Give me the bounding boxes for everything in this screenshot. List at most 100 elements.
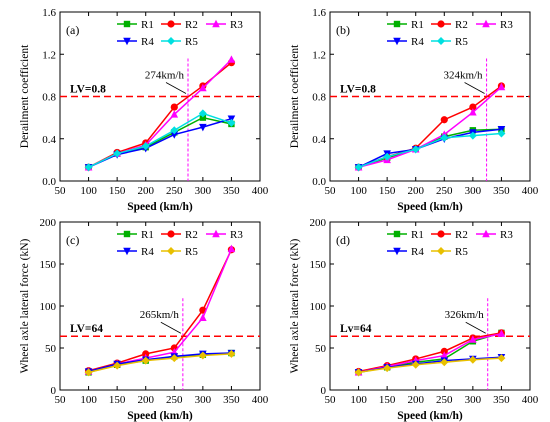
legend-label: R1	[141, 229, 154, 241]
y-tick-label: 1.6	[312, 7, 326, 19]
x-tick-label: 300	[195, 394, 212, 406]
data-point	[469, 108, 477, 116]
data-point	[170, 131, 179, 139]
data-point	[383, 152, 392, 161]
legend-marker	[393, 37, 401, 46]
x-tick-label: 400	[252, 185, 269, 197]
x-tick-label: 250	[166, 185, 183, 197]
x-tick-label: 100	[350, 394, 367, 406]
y-tick-label: 50	[315, 343, 327, 355]
y-tick-label: 0.0	[42, 176, 56, 188]
x-tick-label: 100	[80, 394, 97, 406]
series-line	[88, 112, 232, 168]
x-tick-label: 200	[407, 394, 424, 406]
data-point	[440, 133, 449, 142]
x-tick-label: 100	[350, 185, 367, 197]
critical-speed-arrow	[464, 82, 485, 94]
y-tick-label: 0.4	[42, 134, 56, 146]
series-line	[88, 353, 232, 374]
series-line	[358, 132, 502, 168]
y-tick-label: 1.6	[42, 7, 56, 19]
data-point	[199, 123, 207, 132]
series-line	[358, 332, 502, 373]
data-point	[227, 349, 236, 358]
legend-label: R1	[141, 19, 154, 31]
legend-marker	[437, 247, 445, 255]
x-tick-label: 250	[436, 185, 453, 197]
critical-speed-arrow	[160, 321, 182, 334]
data-point	[411, 360, 420, 369]
data-point	[469, 103, 477, 111]
data-point	[84, 368, 93, 377]
y-tick-label: 1.2	[42, 49, 56, 61]
data-point	[227, 55, 236, 63]
legend-label: R4	[411, 246, 424, 258]
legend-label: R1	[411, 229, 424, 241]
legend-label: R2	[185, 19, 198, 31]
y-tick-label: 0.8	[312, 92, 326, 104]
legend-marker	[437, 230, 445, 238]
y-tick-label: 50	[45, 343, 57, 355]
x-tick-label: 250	[436, 394, 453, 406]
y-tick-label: 150	[40, 259, 57, 271]
legend-marker	[437, 20, 445, 28]
legend-label: R3	[500, 19, 513, 31]
chart-panel: 50 100 150 200 250 300 350 400 0.0 0.4 0.8 1.2 1.6 Sp…	[289, 7, 539, 213]
chart-panel: 50 100 150 200 250 300 350 400050100150200Speed…	[19, 217, 269, 422]
limit-label: Lv=64	[340, 323, 372, 335]
legend-marker	[482, 19, 490, 28]
series-line	[358, 85, 502, 168]
legend-marker	[393, 247, 401, 256]
critical-speed-label: 326km/h	[445, 309, 485, 321]
x-tick-label: 300	[465, 394, 482, 406]
series-line	[358, 357, 502, 374]
data-point	[199, 313, 207, 321]
legend-label: R2	[455, 229, 468, 241]
data-point	[227, 118, 236, 127]
y-tick-label: 100	[40, 301, 57, 313]
data-point	[469, 335, 477, 343]
critical-speed-label: 265km/h	[140, 309, 180, 321]
data-point	[354, 368, 363, 377]
data-point	[199, 83, 207, 92]
x-tick-label: 150	[379, 185, 396, 197]
data-point	[198, 109, 207, 118]
chart-panel: 50 100 150 200 250 300 350 400050100150200Speed…	[289, 217, 539, 422]
y-tick-label: 200	[40, 217, 57, 229]
series-line	[88, 249, 233, 372]
legend-label: R3	[230, 19, 243, 31]
critical-speed-label: 324km/h	[443, 70, 483, 82]
y-axis-title: Derailment coefficient	[289, 44, 301, 148]
legend-marker	[123, 37, 131, 46]
y-tick-label: 0.0	[312, 176, 326, 188]
x-tick-label: 50	[325, 185, 337, 197]
panel-label: (a)	[66, 23, 79, 37]
critical-speed-arrow	[465, 321, 486, 334]
limit-label: LV=64	[70, 323, 103, 335]
x-tick-label: 150	[109, 394, 126, 406]
legend-marker	[212, 229, 220, 238]
data-point	[170, 103, 178, 111]
data-point	[84, 163, 93, 172]
data-point	[497, 354, 506, 363]
legend-label: R4	[141, 36, 154, 48]
y-axis-title: Wheel axle lateral force (kN)	[19, 238, 31, 373]
data-point	[497, 82, 506, 91]
data-point	[113, 149, 122, 158]
y-tick-label: 200	[310, 217, 327, 229]
data-point	[440, 358, 449, 367]
y-tick-label: 0.8	[42, 92, 56, 104]
data-point	[170, 110, 179, 118]
legend-label: R5	[455, 36, 468, 48]
y-tick-label: 1.2	[312, 49, 326, 61]
x-axis-title: Speed (km/h)	[127, 410, 193, 422]
x-tick-label: 50	[325, 394, 337, 406]
series-line	[88, 352, 232, 373]
legend-marker	[167, 20, 175, 28]
legend-marker	[393, 20, 401, 28]
data-point	[141, 356, 150, 365]
data-point	[468, 355, 477, 364]
series-line	[88, 117, 232, 168]
limit-label: LV=0.8	[70, 84, 106, 96]
legend-marker	[123, 230, 131, 238]
